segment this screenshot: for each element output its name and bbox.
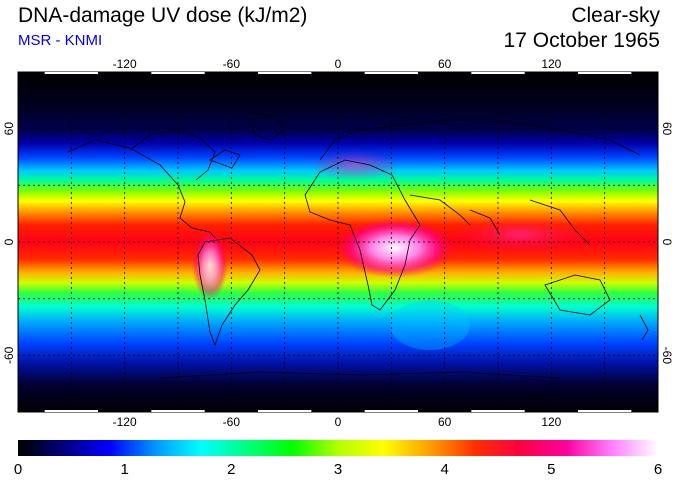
longitude-tick-label: -120 (113, 57, 137, 71)
colorbar-tick-label: 5 (547, 461, 556, 478)
latitude-tick-label-right: -60 (660, 347, 674, 365)
colorbar-tick-label: 1 (120, 461, 129, 478)
frame-tick-marks (44, 72, 632, 412)
longitude-tick-label: -60 (223, 57, 241, 71)
colorbar (18, 440, 658, 456)
latitude-tick-label-right: 60 (660, 122, 674, 136)
lat-lon-gridlines (18, 72, 658, 412)
longitude-tick-label: 60 (438, 57, 452, 71)
latitude-tick-label-left: 0 (2, 238, 16, 245)
longitude-tick-label: 60 (438, 415, 452, 429)
colorbar-tick-label: 3 (333, 461, 343, 478)
colorbar-tick-label: 2 (227, 461, 236, 478)
longitude-tick-label: 0 (335, 415, 342, 429)
colorbar-tick-label: 4 (440, 461, 449, 478)
longitude-tick-label: -60 (223, 415, 241, 429)
latitude-tick-label-right: 0 (660, 239, 674, 246)
latitude-tick-label-left: -60 (2, 346, 16, 364)
longitude-tick-label: -120 (113, 415, 137, 429)
longitude-tick-label: 120 (541, 57, 561, 71)
sky-condition: Clear-sky (571, 4, 660, 27)
map-title: DNA-damage UV dose (kJ/m2) (18, 4, 308, 27)
longitude-tick-label: 0 (335, 57, 342, 71)
map-date: 17 October 1965 (503, 29, 660, 52)
coastlines (67, 114, 649, 379)
colorbar-tick-label: 0 (13, 461, 23, 478)
colorbar-tick-label: 6 (653, 461, 663, 478)
longitude-tick-label: 120 (541, 415, 561, 429)
axis-tick-labels: -120 -120 -60 -60 0 0 60 60 120 120 60 60 0 0 -60 -60 (2, 57, 674, 429)
map-frame (17, 71, 659, 413)
source-label: MSR - KNMI (18, 32, 103, 49)
latitude-tick-label-left: 60 (2, 122, 16, 136)
